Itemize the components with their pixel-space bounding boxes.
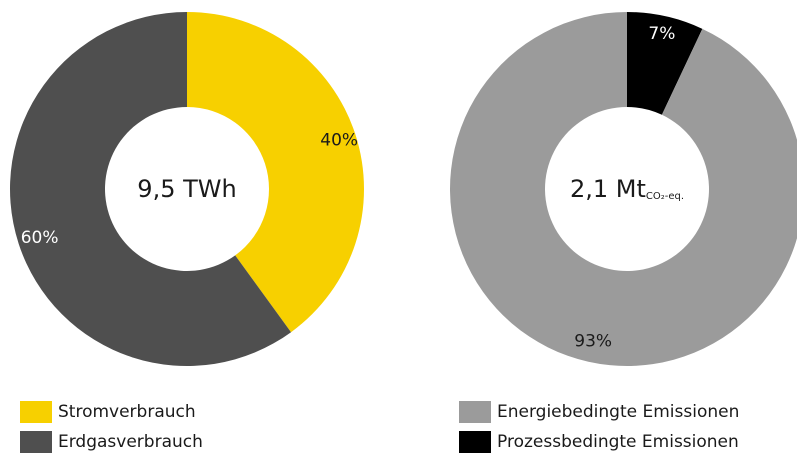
legend-item-energiebedingte-emissionen: Energiebedingte Emissionen <box>459 397 739 427</box>
legend-item-erdgasverbrauch: Erdgasverbrauch <box>20 427 203 457</box>
legend-swatch-prozessbedingte-emissionen <box>459 431 491 453</box>
center-total-label: 9,5 TWh <box>137 175 236 203</box>
legend-label-prozessbedingte-emissionen: Prozessbedingte Emissionen <box>497 432 739 452</box>
center-total-label: 2,1 MtCO₂-eq. <box>570 175 684 203</box>
slice-value-label-erdgasverbrauch: 60% <box>21 228 59 248</box>
legend-label-stromverbrauch: Stromverbrauch <box>58 402 196 422</box>
legend-label-erdgasverbrauch: Erdgasverbrauch <box>58 432 203 452</box>
legend-swatch-erdgasverbrauch <box>20 431 52 453</box>
energy-legend: Stromverbrauch Erdgasverbrauch <box>20 397 203 457</box>
slice-value-label-prozessbedingte-emissionen: 7% <box>648 24 675 44</box>
slice-erdgasverbrauch <box>9 12 292 366</box>
legend-label-energiebedingte-emissionen: Energiebedingte Emissionen <box>497 402 740 422</box>
emissions-donut-chart: 7% 93% 2,1 MtCO₂-eq. <box>450 12 797 366</box>
energy-donut-chart: 40% 60% 9,5 TWh <box>9 12 365 366</box>
slice-energiebedingte-emissionen <box>450 12 797 366</box>
legend-item-prozessbedingte-emissionen: Prozessbedingte Emissionen <box>459 427 739 457</box>
slice-stromverbrauch <box>187 12 365 333</box>
legend-item-stromverbrauch: Stromverbrauch <box>20 397 203 427</box>
slice-value-label-stromverbrauch: 40% <box>320 131 358 151</box>
slice-value-label-energiebedingte-emissionen: 93% <box>574 331 612 351</box>
legend-swatch-energiebedingte-emissionen <box>459 401 491 423</box>
emissions-legend: Energiebedingte Emissionen Prozessbeding… <box>459 397 739 457</box>
slice-prozessbedingte-emissionen <box>627 12 703 115</box>
legend-swatch-stromverbrauch <box>20 401 52 423</box>
